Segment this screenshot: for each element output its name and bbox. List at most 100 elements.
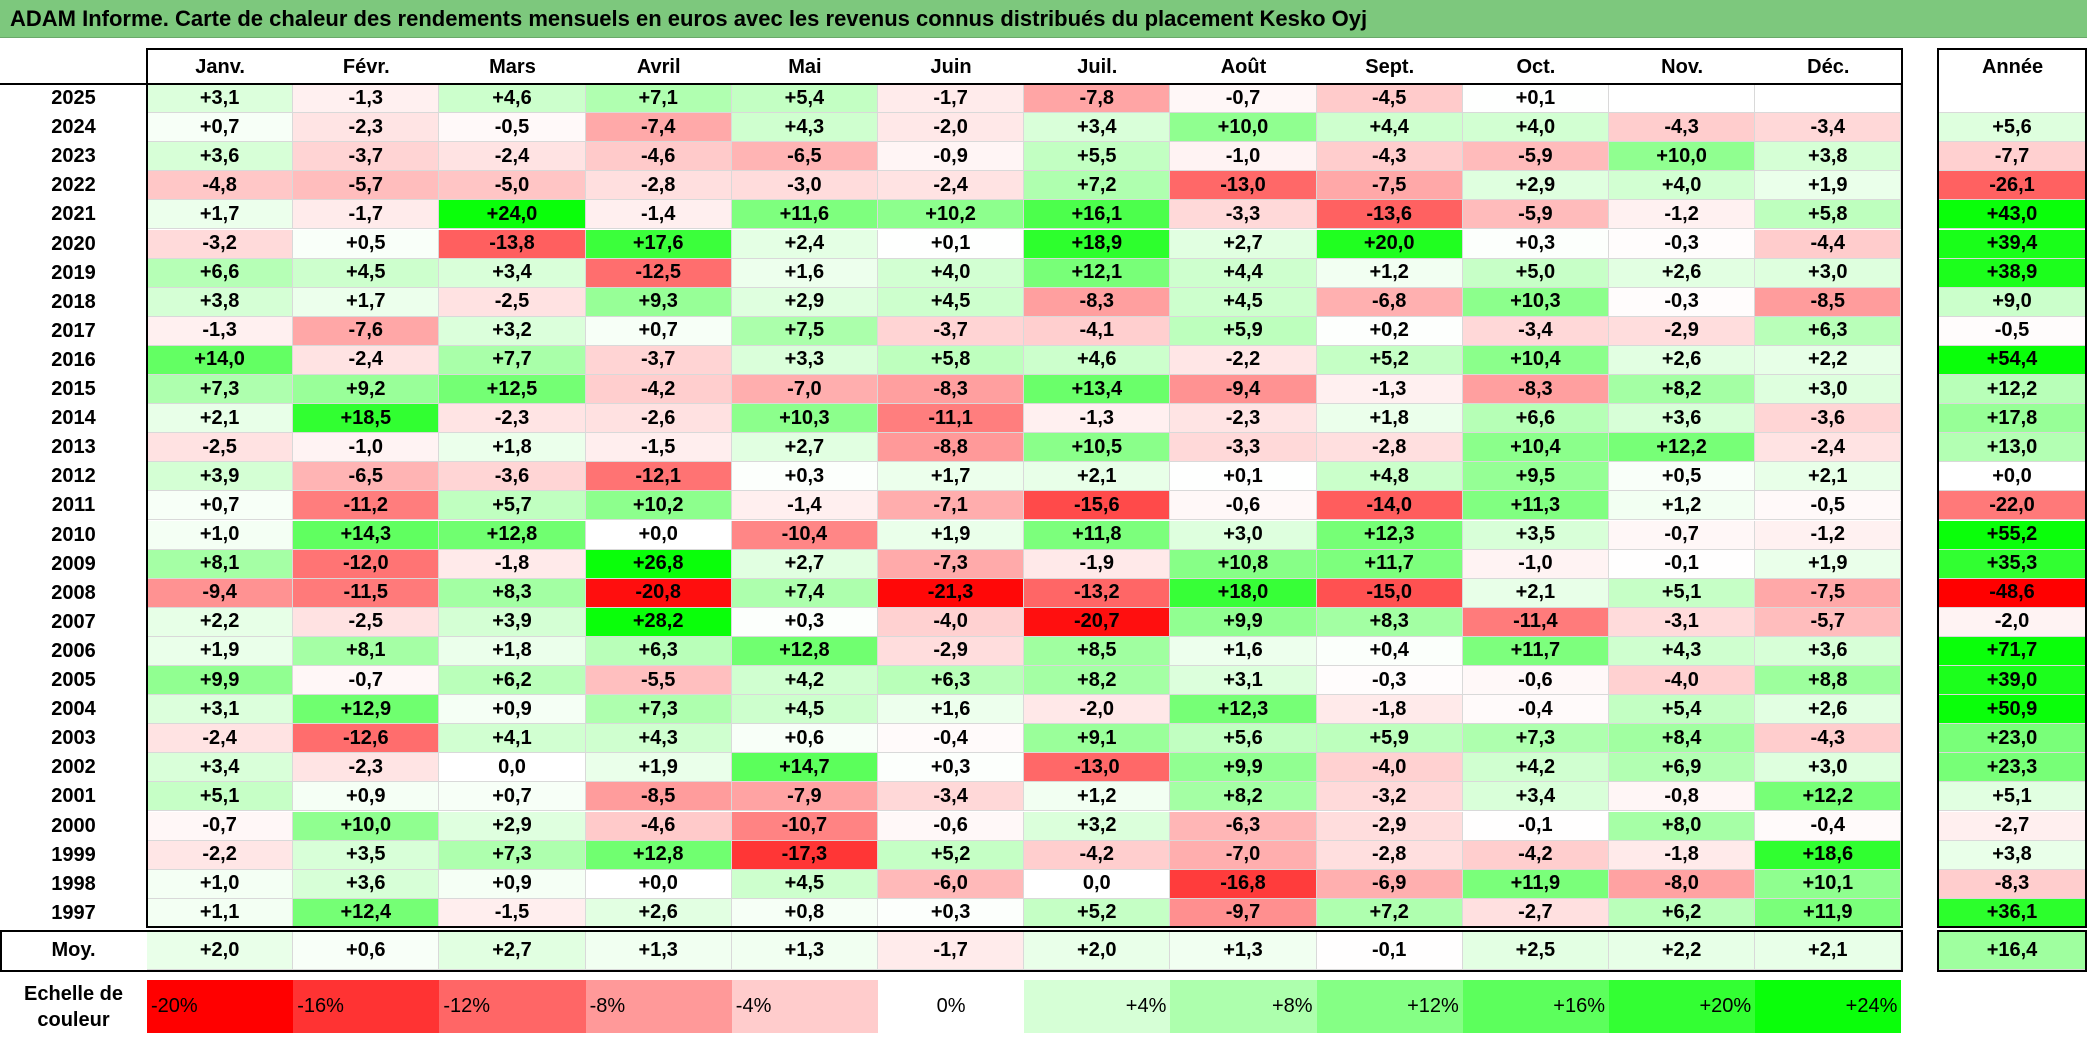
heatmap-cell: -6,9: [1316, 869, 1463, 899]
heatmap-cell: -1,0: [1170, 142, 1317, 172]
heatmap-cell: +1,8: [439, 433, 586, 463]
year-label: 2020: [51, 232, 96, 255]
heatmap-cell: +12,1: [1024, 258, 1171, 288]
heatmap-cell: +3,0: [1755, 258, 1902, 288]
annual-cell: +5,1: [1938, 782, 2087, 812]
year-label: 1997: [51, 901, 96, 924]
color-scale-step: -12%: [439, 980, 586, 1033]
heatmap-cell: +11,7: [1316, 549, 1463, 579]
heatmap-cell: +9,5: [1462, 462, 1609, 492]
heatmap-cell: -7,4: [585, 113, 732, 143]
heatmap-cell: -17,3: [731, 840, 878, 870]
heatmap-cell: +3,8: [1755, 142, 1902, 172]
heatmap-cell: -2,4: [293, 345, 440, 375]
heatmap-cell: +1,1: [147, 898, 294, 928]
heatmap-cell: +16,1: [1024, 200, 1171, 230]
heatmap-cell: -7,3: [878, 549, 1025, 579]
year-label: 2014: [51, 407, 96, 430]
heatmap-cell: +8,2: [1024, 666, 1171, 696]
heatmap-cell: +1,6: [731, 258, 878, 288]
color-scale-step: -8%: [585, 980, 732, 1033]
annual-cell: +13,0: [1938, 433, 2087, 463]
heatmap-cell: -7,5: [1755, 578, 1902, 608]
heatmap-cell: +28,2: [585, 607, 732, 637]
heatmap-cell: -2,4: [878, 171, 1025, 201]
heatmap-cell: +2,6: [1609, 258, 1756, 288]
heatmap-cell: +10,2: [585, 491, 732, 521]
heatmap-cell: +1,7: [293, 287, 440, 317]
color-scale-step: 0%: [878, 980, 1025, 1033]
year-label: 2016: [51, 348, 96, 371]
heatmap-cell: +4,3: [731, 113, 878, 143]
heatmap-cell: +5,8: [878, 345, 1025, 375]
heatmap-cell: -2,9: [1609, 316, 1756, 346]
annual-cell: +36,1: [1938, 898, 2087, 928]
year-label: 1998: [51, 872, 96, 895]
heatmap-cell: +7,5: [731, 316, 878, 346]
heatmap-cell: -20,7: [1024, 607, 1171, 637]
heatmap-cell: +12,8: [439, 520, 586, 550]
heatmap-cell: +1,2: [1316, 258, 1463, 288]
heatmap-cell: +0,4: [1316, 636, 1463, 666]
heatmap-cell: +0,5: [1609, 462, 1756, 492]
heatmap-cell: +6,3: [878, 666, 1025, 696]
heatmap-cell: +2,9: [731, 287, 878, 317]
heatmap-cell: +1,6: [878, 695, 1025, 725]
heatmap-cell: +0,8: [731, 898, 878, 928]
chart-title: ADAM Informe. Carte de chaleur des rende…: [0, 0, 2087, 38]
heatmap-cell: +10,2: [878, 200, 1025, 230]
heatmap-cell: +0,6: [731, 724, 878, 754]
heatmap-cell: +8,1: [147, 549, 294, 579]
heatmap-cell: -4,3: [1755, 724, 1902, 754]
heatmap-cell: -4,6: [585, 142, 732, 172]
heatmap-cell: +3,4: [439, 258, 586, 288]
heatmap-cell: -4,3: [1316, 142, 1463, 172]
heatmap-cell: +5,9: [1170, 316, 1317, 346]
annual-cell: +54,4: [1938, 345, 2087, 375]
heatmap-cell: +3,1: [147, 84, 294, 114]
heatmap-cell: -8,3: [1462, 375, 1609, 405]
average-cell: +2,0: [147, 931, 294, 970]
heatmap-cell: +3,6: [1755, 636, 1902, 666]
heatmap-cell: +10,4: [1462, 345, 1609, 375]
heatmap-cell: -4,0: [1609, 666, 1756, 696]
heatmap-cell: -10,7: [731, 811, 878, 841]
heatmap-cell: +5,2: [1024, 898, 1171, 928]
heatmap-cell: +24,0: [439, 200, 586, 230]
heatmap-cell: -6,5: [731, 142, 878, 172]
heatmap-cell: -11,1: [878, 404, 1025, 434]
heatmap-cell: -4,2: [1024, 840, 1171, 870]
annual-cell: +39,4: [1938, 229, 2087, 259]
heatmap-cell: +9,9: [1170, 607, 1317, 637]
heatmap-cell: -9,4: [147, 578, 294, 608]
heatmap-cell: -14,0: [1316, 491, 1463, 521]
heatmap-cell: +2,9: [1462, 171, 1609, 201]
heatmap-cell: +18,5: [293, 404, 440, 434]
heatmap-cell: -1,0: [293, 433, 440, 463]
year-label: 2007: [51, 610, 96, 633]
heatmap-cell: -6,8: [1316, 287, 1463, 317]
heatmap-cell: +0,7: [147, 491, 294, 521]
heatmap-cell: +4,4: [1170, 258, 1317, 288]
heatmap-cell: -2,8: [585, 171, 732, 201]
heatmap-cell: -13,0: [1024, 753, 1171, 783]
year-label: 2024: [51, 116, 96, 139]
annual-cell: +9,0: [1938, 287, 2087, 317]
heatmap-cell: +8,8: [1755, 666, 1902, 696]
heatmap-cell: +7,2: [1024, 171, 1171, 201]
heatmap-cell: -2,5: [439, 287, 586, 317]
heatmap-cell: +0,1: [1170, 462, 1317, 492]
color-scale-step: -20%: [147, 980, 294, 1033]
heatmap-cell: +5,6: [1170, 724, 1317, 754]
heatmap-cell: -0,6: [1462, 666, 1609, 696]
heatmap-cell: -2,4: [147, 724, 294, 754]
heatmap-cell: +14,7: [731, 753, 878, 783]
heatmap-cell: -8,8: [878, 433, 1025, 463]
heatmap-cell: -5,7: [1755, 607, 1902, 637]
year-label: 2008: [51, 581, 96, 604]
annual-cell: +43,0: [1938, 200, 2087, 230]
heatmap-cell: -1,3: [147, 316, 294, 346]
heatmap-cell: +0,7: [147, 113, 294, 143]
year-label: 2010: [51, 523, 96, 546]
annual-cell: +35,3: [1938, 549, 2087, 579]
